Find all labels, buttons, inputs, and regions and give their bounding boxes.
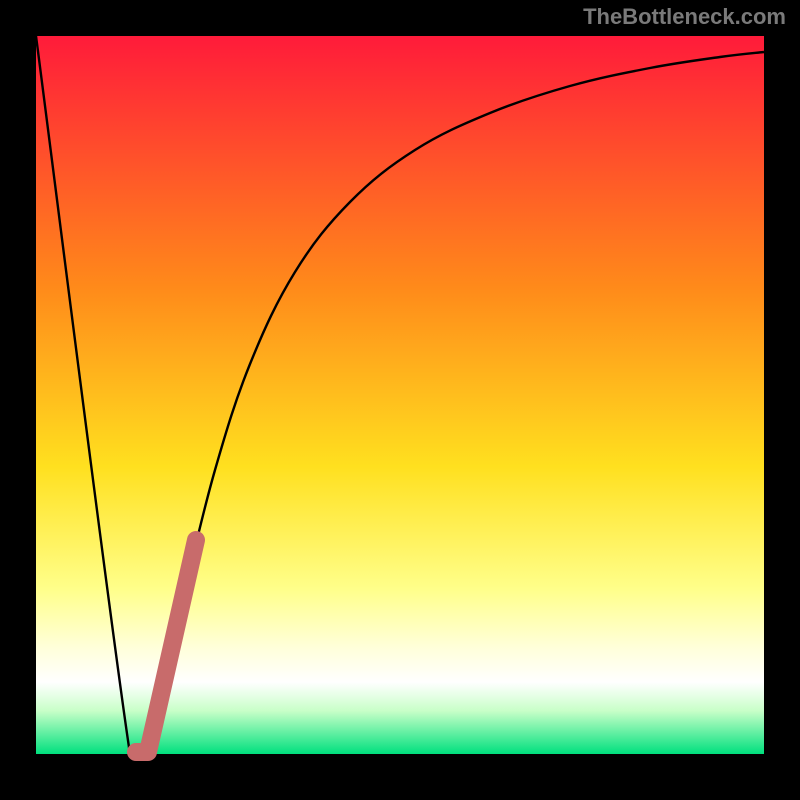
attribution-text: TheBottleneck.com <box>583 4 786 29</box>
chart-container: TheBottleneck.com <box>0 0 800 800</box>
chart-plot-background <box>36 36 764 754</box>
bottleneck-curve-chart: TheBottleneck.com <box>0 0 800 800</box>
